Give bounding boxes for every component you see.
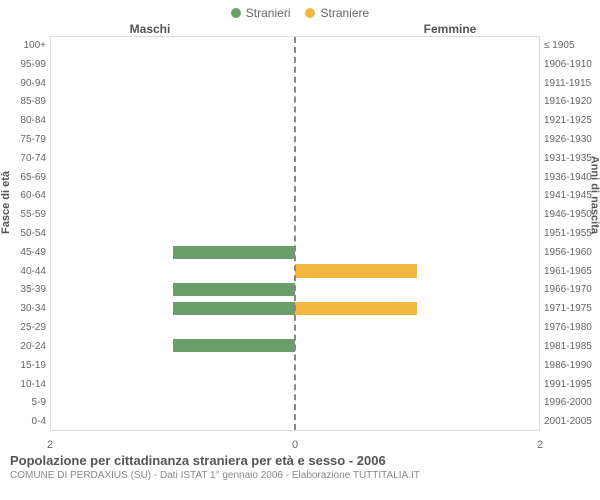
y-tick-age: 10-14 bbox=[0, 375, 46, 394]
y-tick-age: 35-39 bbox=[0, 281, 46, 300]
bar-female bbox=[295, 302, 417, 315]
y-tick-age: 25-29 bbox=[0, 318, 46, 337]
chart: Fasce di età Anni di nascita 100+95-9990… bbox=[0, 36, 600, 431]
y-axis-title-left: Fasce di età bbox=[0, 171, 12, 234]
y-tick-birth: 1956-1960 bbox=[544, 243, 600, 262]
y-tick-birth: 1971-1975 bbox=[544, 299, 600, 318]
y-tick-birth: 1986-1990 bbox=[544, 356, 600, 375]
y-tick-birth: ≤ 1905 bbox=[544, 36, 600, 55]
y-tick-birth: 1921-1925 bbox=[544, 111, 600, 130]
y-tick-age: 75-79 bbox=[0, 130, 46, 149]
x-tick: 2 bbox=[537, 439, 543, 451]
y-tick-birth: 1916-1920 bbox=[544, 92, 600, 111]
x-tick: 2 bbox=[47, 439, 53, 451]
legend-label-male: Stranieri bbox=[246, 6, 291, 20]
chart-title: Popolazione per cittadinanza straniera p… bbox=[10, 453, 590, 468]
legend-swatch-female bbox=[305, 8, 315, 18]
y-tick-birth: 1966-1970 bbox=[544, 281, 600, 300]
bar-male bbox=[173, 246, 295, 259]
bar-male bbox=[173, 283, 295, 296]
y-tick-age: 5-9 bbox=[0, 393, 46, 412]
y-tick-birth: 1976-1980 bbox=[544, 318, 600, 337]
x-tick: 0 bbox=[292, 439, 298, 451]
y-tick-age: 95-99 bbox=[0, 55, 46, 74]
plot-area bbox=[50, 36, 540, 431]
y-tick-birth: 1906-1910 bbox=[544, 55, 600, 74]
y-tick-age: 30-34 bbox=[0, 299, 46, 318]
legend-label-female: Straniere bbox=[320, 6, 369, 20]
bar-male bbox=[173, 302, 295, 315]
column-headers: Maschi Femmine bbox=[0, 22, 600, 36]
legend-swatch-male bbox=[231, 8, 241, 18]
chart-subtitle: COMUNE DI PERDAXIUS (SU) - Dati ISTAT 1°… bbox=[10, 470, 590, 481]
x-axis: 202 bbox=[0, 431, 600, 447]
footer: Popolazione per cittadinanza straniera p… bbox=[0, 447, 600, 481]
y-tick-age: 20-24 bbox=[0, 337, 46, 356]
y-tick-age: 100+ bbox=[0, 36, 46, 55]
y-tick-age: 80-84 bbox=[0, 111, 46, 130]
bar-female bbox=[295, 264, 417, 277]
y-tick-birth: 1926-1930 bbox=[544, 130, 600, 149]
y-tick-age: 15-19 bbox=[0, 356, 46, 375]
y-tick-age: 70-74 bbox=[0, 149, 46, 168]
header-female: Femmine bbox=[300, 22, 600, 36]
y-axis-title-right: Anni di nascita bbox=[588, 155, 600, 233]
y-tick-age: 90-94 bbox=[0, 74, 46, 93]
y-tick-age: 85-89 bbox=[0, 92, 46, 111]
legend-item-female: Straniere bbox=[305, 6, 369, 20]
y-tick-birth: 1996-2000 bbox=[544, 393, 600, 412]
y-tick-birth: 1961-1965 bbox=[544, 262, 600, 281]
legend-item-male: Stranieri bbox=[231, 6, 291, 20]
y-tick-birth: 1981-1985 bbox=[544, 337, 600, 356]
y-tick-age: 45-49 bbox=[0, 243, 46, 262]
legend: Stranieri Straniere bbox=[0, 0, 600, 22]
bar-male bbox=[173, 339, 295, 352]
y-tick-birth: 1991-1995 bbox=[544, 375, 600, 394]
center-line bbox=[294, 37, 296, 430]
y-tick-age: 0-4 bbox=[0, 412, 46, 431]
y-tick-birth: 2001-2005 bbox=[544, 412, 600, 431]
y-tick-birth: 1911-1915 bbox=[544, 74, 600, 93]
header-male: Maschi bbox=[0, 22, 300, 36]
y-tick-age: 40-44 bbox=[0, 262, 46, 281]
